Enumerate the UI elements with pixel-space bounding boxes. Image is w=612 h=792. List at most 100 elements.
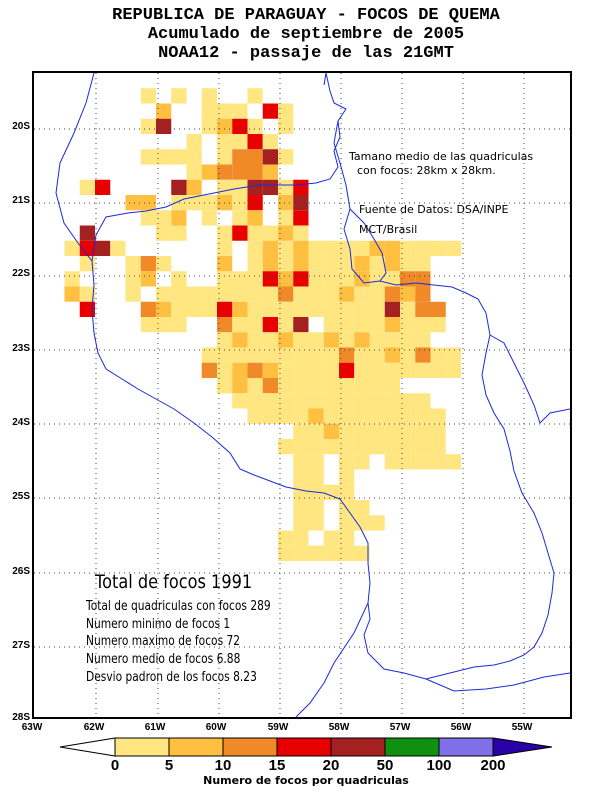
stat-cells: Total de quadriculas con focos 289 <box>86 599 271 614</box>
fire-cell <box>369 256 385 272</box>
fire-cell <box>354 240 370 256</box>
fire-cell <box>354 317 370 333</box>
fire-cell <box>232 347 248 363</box>
fire-cell <box>278 103 294 119</box>
fire-cell <box>323 301 339 317</box>
fire-cell <box>323 332 339 348</box>
fire-cell <box>339 408 355 424</box>
fire-cell <box>354 408 370 424</box>
colorbar-high-arrow <box>492 737 553 757</box>
grid-size-note-1: Tamano medio de las quadriculas <box>349 150 534 163</box>
fire-cell <box>415 393 431 409</box>
fire-cell <box>247 301 263 317</box>
fire-cell <box>384 408 400 424</box>
fire-cell <box>64 286 80 302</box>
fire-cell <box>323 240 339 256</box>
fire-cell <box>323 545 339 561</box>
fire-cell <box>354 301 370 317</box>
fire-cell <box>293 378 309 394</box>
fire-cell <box>278 225 294 241</box>
fire-cell <box>125 195 141 211</box>
fire-cell <box>247 240 263 256</box>
fire-cell <box>278 362 294 378</box>
colorbar-tick-label: 15 <box>268 757 286 774</box>
fire-cell <box>140 118 156 134</box>
lon-tick-label: 59W <box>267 722 289 733</box>
fire-cell <box>354 332 370 348</box>
fire-cell <box>217 301 233 317</box>
fire-cell <box>232 210 248 226</box>
fire-cell <box>171 317 187 333</box>
fire-cell <box>217 179 233 195</box>
fire-cell <box>323 317 339 333</box>
fire-cell <box>400 393 416 409</box>
fire-cell <box>308 515 324 531</box>
fire-cell <box>308 500 324 516</box>
fire-cell <box>140 210 156 226</box>
fire-cell <box>262 179 278 195</box>
fire-cell <box>171 271 187 287</box>
fire-cell <box>384 347 400 363</box>
fire-cell <box>232 378 248 394</box>
fire-cell <box>79 301 95 317</box>
fire-cell <box>247 134 263 150</box>
fire-cell <box>369 408 385 424</box>
fire-cell <box>308 408 324 424</box>
fire-cell <box>278 439 294 455</box>
map-panel <box>32 71 572 719</box>
lat-tick-label: 24S <box>12 417 30 428</box>
fire-cell <box>354 286 370 302</box>
fire-cell <box>308 256 324 272</box>
fire-cell <box>339 256 355 272</box>
fire-cell <box>308 469 324 485</box>
fire-cell <box>171 301 187 317</box>
fire-cell <box>140 88 156 104</box>
fire-cell <box>400 439 416 455</box>
fire-cell <box>171 179 187 195</box>
source-note-1: Fuente de Datos: DSA/INPE <box>359 203 509 216</box>
fire-cell <box>247 317 263 333</box>
fire-cell <box>232 164 248 180</box>
fire-cell <box>323 423 339 439</box>
fire-cell <box>278 286 294 302</box>
lon-tick-label: 57W <box>389 722 411 733</box>
fire-cell <box>140 256 156 272</box>
fire-cell <box>232 301 248 317</box>
fire-cell <box>354 393 370 409</box>
fire-cell <box>308 332 324 348</box>
fire-cell <box>354 545 370 561</box>
fire-cell <box>140 149 156 165</box>
fire-cell <box>369 423 385 439</box>
fire-cell <box>339 439 355 455</box>
fire-cell <box>156 225 172 241</box>
fire-cell <box>415 286 431 302</box>
fire-cell <box>323 362 339 378</box>
fire-cell <box>247 332 263 348</box>
fire-cell <box>430 439 446 455</box>
fire-cell <box>156 149 172 165</box>
fire-cell <box>247 286 263 302</box>
fire-cell <box>308 423 324 439</box>
fire-cell <box>217 362 233 378</box>
fire-cell <box>445 347 461 363</box>
fire-cell <box>201 210 217 226</box>
fire-cell <box>354 439 370 455</box>
fire-cell <box>293 500 309 516</box>
fire-cell <box>430 301 446 317</box>
fire-cell <box>247 225 263 241</box>
fire-cell <box>308 271 324 287</box>
fire-cell <box>339 469 355 485</box>
fire-cell <box>293 454 309 470</box>
fire-cell <box>232 332 248 348</box>
fire-cell <box>247 210 263 226</box>
colorbar-segment <box>330 737 386 757</box>
fire-cell <box>369 439 385 455</box>
fire-cell <box>217 332 233 348</box>
fire-cell <box>262 240 278 256</box>
fire-cell <box>400 301 416 317</box>
fire-cell <box>262 164 278 180</box>
fire-cell <box>247 149 263 165</box>
lon-tick-label: 63W <box>21 722 43 733</box>
fire-cell <box>156 103 172 119</box>
colorbar-segment <box>222 737 278 757</box>
